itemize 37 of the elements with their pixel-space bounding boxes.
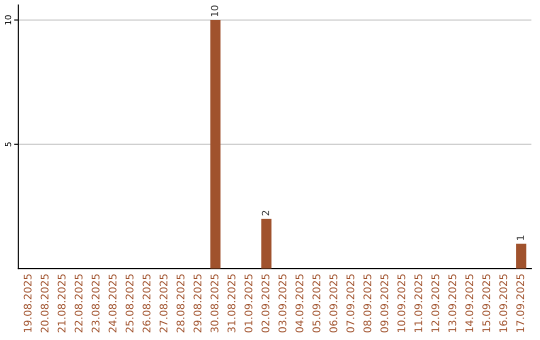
x-tick-label: 04.09.2025: [295, 274, 304, 332]
x-tick-label: 14.09.2025: [465, 274, 474, 332]
bar: [210, 20, 220, 269]
x-tick-label: 27.08.2025: [160, 274, 168, 332]
x-tick-label: 31.08.2025: [228, 274, 236, 332]
x-tick-label: 11.09.2025: [414, 274, 422, 332]
x-tick-label: 02.09.2025: [262, 274, 270, 332]
x-tick-label: 19.08.2025: [24, 274, 32, 332]
y-tick-label: 5: [4, 142, 12, 146]
x-tick-label: 23.08.2025: [92, 274, 100, 332]
x-tick-label: 24.08.2025: [108, 274, 117, 332]
x-tick-label: 01.09.2025: [244, 274, 252, 332]
x-tick-label: 17.09.2025: [516, 274, 524, 332]
x-tick-label: 08.09.2025: [363, 274, 372, 332]
x-tick-label: 05.09.2025: [312, 274, 320, 332]
x-tick-label: 07.09.2025: [346, 274, 354, 332]
x-tick-label: 26.08.2025: [142, 274, 150, 332]
x-tick-label: 30.08.2025: [210, 274, 218, 332]
x-tick-label: 21.08.2025: [58, 274, 66, 332]
bar: [516, 244, 526, 269]
x-tick-label: 22.08.2025: [74, 274, 83, 332]
x-tick-label: 20.08.2025: [40, 274, 49, 332]
x-tick-label: 10.09.2025: [397, 274, 406, 332]
data-label: 1: [516, 236, 524, 240]
x-tick-label: 25.08.2025: [126, 274, 134, 332]
x-tick-label: 13.09.2025: [448, 274, 456, 332]
data-label: 10: [210, 6, 218, 16]
x-tick-label: 09.09.2025: [380, 274, 388, 332]
x-tick-label: 03.09.2025: [278, 274, 286, 332]
x-tick-label: 29.08.2025: [194, 274, 202, 332]
data-label: 2: [262, 210, 270, 216]
bar: [261, 218, 272, 269]
x-tick-label: 28.08.2025: [176, 274, 184, 332]
x-tick-label: 15.09.2025: [482, 274, 490, 332]
x-tick-label: 06.09.2025: [329, 274, 338, 332]
x-tick-label: 16.09.2025: [499, 274, 508, 332]
x-tick-label: 12.09.2025: [431, 274, 440, 332]
